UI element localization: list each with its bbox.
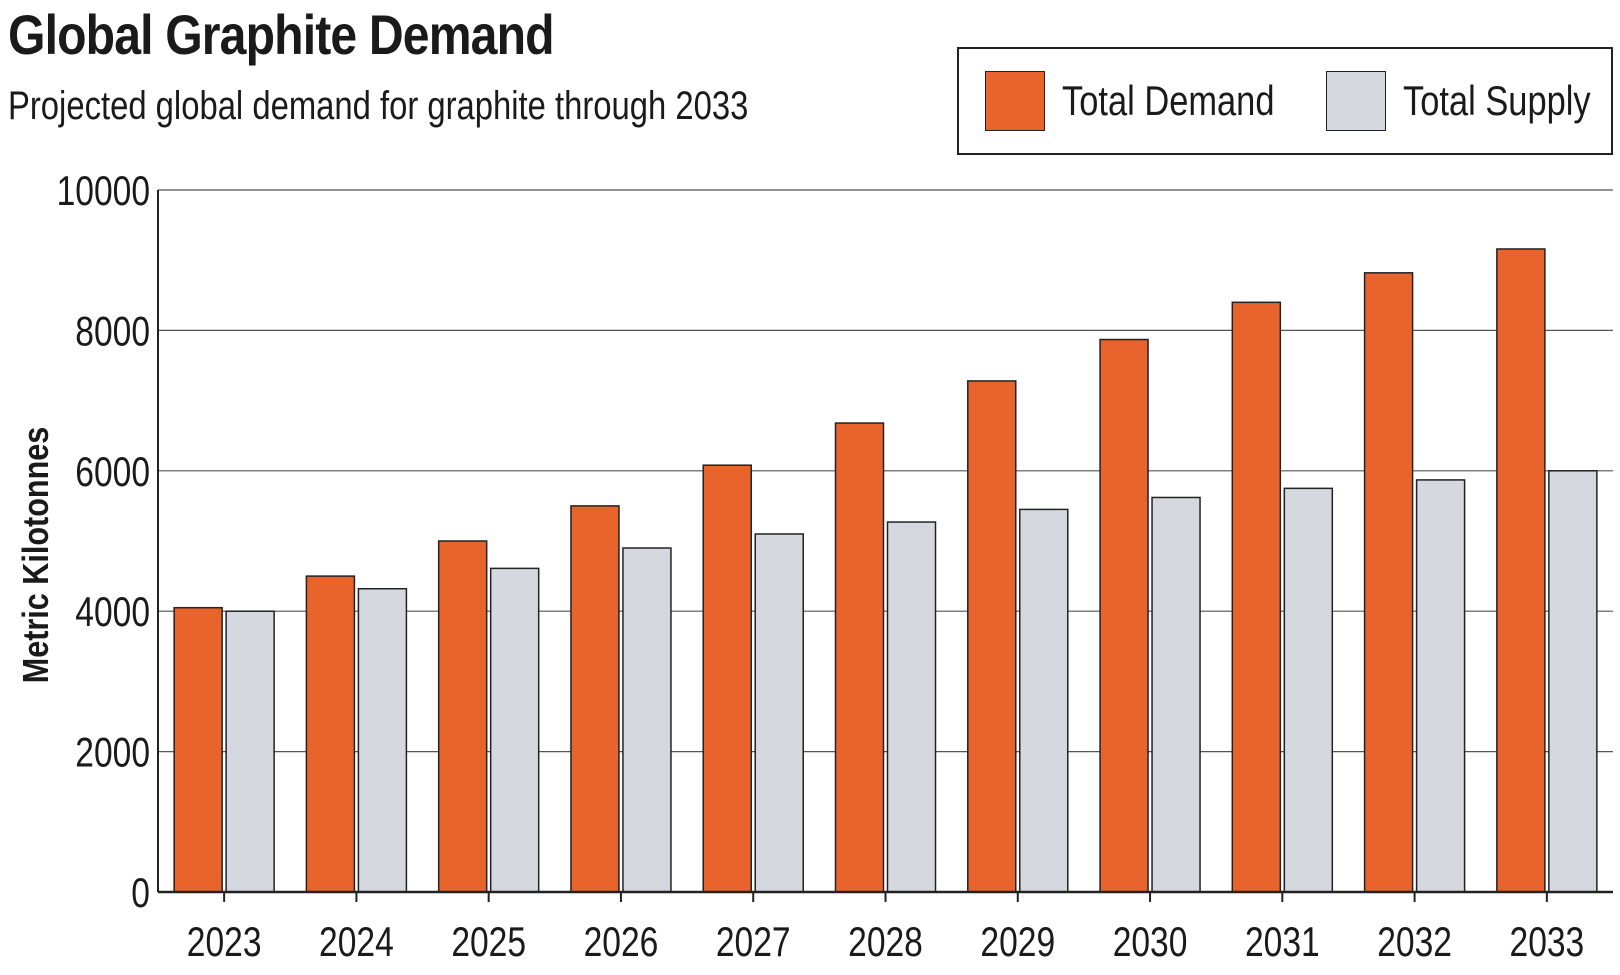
y-tick-label: 6000 (75, 449, 150, 495)
bar-total-demand-2025 (437, 540, 488, 893)
y-tick-label: 4000 (75, 590, 150, 636)
x-tick-label: 2029 (980, 920, 1055, 966)
bar-total-supply-2028 (886, 521, 937, 893)
legend-label-total-demand: Total Demand (1062, 77, 1275, 124)
bar-total-supply-2023 (225, 610, 275, 893)
bar-total-supply-2026 (622, 547, 672, 893)
chart-title: Global Graphite Demand (8, 3, 555, 66)
bar-total-supply-2032 (1415, 479, 1466, 893)
x-tick-label: 2023 (187, 920, 262, 966)
x-tick-label: 2032 (1377, 920, 1452, 966)
x-tick-label: 2027 (716, 920, 791, 966)
bar-total-demand-2028 (834, 422, 885, 893)
y-tick-label: 0 (131, 871, 150, 917)
x-tick-labels: 2023 2024 2025 2026 2027 2028 2029 2030 2031 2032… (187, 920, 1584, 966)
legend-swatch-total-supply (1326, 71, 1386, 131)
x-tick-label: 2033 (1510, 920, 1585, 966)
bar-total-supply-2024 (357, 587, 408, 893)
x-tick-label: 2031 (1245, 920, 1320, 966)
legend-swatch-total-demand (985, 71, 1045, 131)
x-tick-label: 2026 (584, 920, 659, 966)
bar-total-demand-2030 (1099, 338, 1149, 893)
y-tick-label: 2000 (75, 730, 150, 776)
bar-total-demand-2032 (1363, 272, 1414, 893)
bar-total-demand-2023 (173, 606, 223, 893)
bar-total-demand-2029 (967, 380, 1017, 893)
axes (157, 190, 1613, 902)
bar-total-supply-2031 (1283, 487, 1334, 893)
legend-label-total-supply: Total Supply (1403, 77, 1591, 124)
legend-item-total-demand: Total Demand (985, 70, 1321, 132)
bar-total-demand-2027 (702, 464, 752, 893)
y-tick-labels: 0 2000 4000 6000 8000 10000 (57, 169, 150, 917)
bar-total-supply-2027 (754, 533, 804, 893)
legend-item-total-supply: Total Supply (1326, 70, 1620, 132)
bar-total-supply-2033 (1548, 470, 1598, 893)
bar-total-demand-2026 (570, 505, 620, 893)
x-tick-label: 2028 (848, 920, 923, 966)
bar-total-demand-2024 (305, 575, 356, 893)
bar-total-supply-2025 (489, 567, 540, 893)
x-tick-label: 2025 (451, 920, 526, 966)
bar-total-demand-2031 (1231, 301, 1282, 893)
legend: Total Demand Total Supply (957, 47, 1613, 155)
y-tick-label: 8000 (75, 309, 150, 355)
y-tick-label: 10000 (57, 169, 150, 215)
y-axis-label: Metric Kilotonnes (17, 427, 57, 684)
bars (173, 248, 1598, 893)
x-tick-label: 2030 (1113, 920, 1188, 966)
bar-total-supply-2030 (1151, 496, 1201, 893)
bar-total-supply-2029 (1019, 508, 1069, 893)
chart-subtitle: Projected global demand for graphite thr… (8, 84, 749, 128)
x-tick-label: 2024 (319, 920, 394, 966)
bar-total-demand-2033 (1496, 248, 1546, 893)
